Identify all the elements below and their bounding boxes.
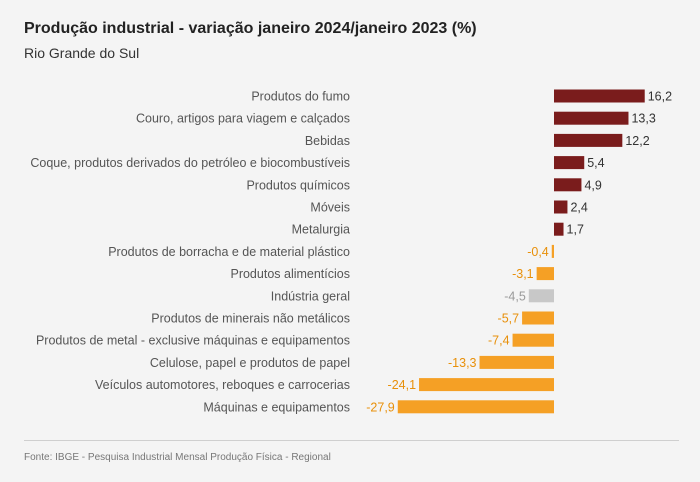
value-label: -3,1 — [512, 267, 534, 281]
category-label: Metalurgia — [292, 223, 350, 237]
category-label: Celulose, papel e produtos de papel — [150, 356, 350, 370]
bar — [554, 178, 582, 192]
category-label: Produtos alimentícios — [230, 267, 350, 281]
category-label: Produtos de metal - exclusive máquinas e… — [36, 334, 350, 348]
category-label: Bebidas — [305, 134, 350, 148]
bar — [554, 111, 629, 125]
chart-title: Produção industrial - variação janeiro 2… — [24, 20, 477, 37]
value-label: 4,9 — [584, 178, 601, 192]
value-label: 13,3 — [631, 112, 655, 126]
bar — [551, 244, 554, 258]
footer-divider — [24, 440, 679, 441]
bar — [397, 400, 554, 414]
value-label: -5,7 — [498, 312, 520, 326]
category-label: Produtos químicos — [246, 178, 350, 192]
value-label: 16,2 — [648, 90, 672, 104]
value-label: -4,5 — [504, 289, 526, 303]
bar-chart: Produtos do fumo 16,2 Couro, artigos para … — [30, 89, 672, 414]
category-label: Máquinas e equipamentos — [203, 400, 350, 414]
bar — [522, 311, 554, 325]
category-label: Produtos de minerais não metálicos — [151, 312, 350, 326]
bar — [554, 89, 645, 103]
bar — [536, 267, 554, 281]
category-label: Veículos automotores, reboques e carroce… — [95, 378, 350, 392]
value-label: 5,4 — [587, 156, 604, 170]
value-label: 2,4 — [570, 201, 587, 215]
source-note: Fonte: IBGE - Pesquisa Industrial Mensal… — [24, 452, 331, 463]
category-label: Móveis — [310, 201, 350, 215]
value-label: 12,2 — [625, 134, 649, 148]
value-label: -0,4 — [527, 245, 549, 259]
category-label: Couro, artigos para viagem e calçados — [136, 112, 350, 126]
value-label: -27,9 — [366, 400, 395, 414]
bar — [554, 133, 623, 147]
category-label: Produtos de borracha e de material plást… — [108, 245, 350, 259]
chart-subtitle: Rio Grande do Sul — [24, 45, 140, 61]
bar — [512, 333, 554, 347]
value-label: -7,4 — [488, 334, 510, 348]
value-label: -24,1 — [388, 378, 417, 392]
bar — [554, 222, 564, 236]
value-label: -13,3 — [448, 356, 477, 370]
value-label: 1,7 — [567, 223, 584, 237]
category-label: Produtos do fumo — [251, 90, 350, 104]
bar — [554, 156, 585, 170]
bar — [419, 378, 554, 392]
bar — [554, 200, 568, 214]
category-label: Coque, produtos derivados do petróleo e … — [30, 156, 350, 170]
bar — [528, 289, 554, 303]
category-label: Indústria geral — [271, 289, 350, 303]
bar — [479, 355, 554, 369]
